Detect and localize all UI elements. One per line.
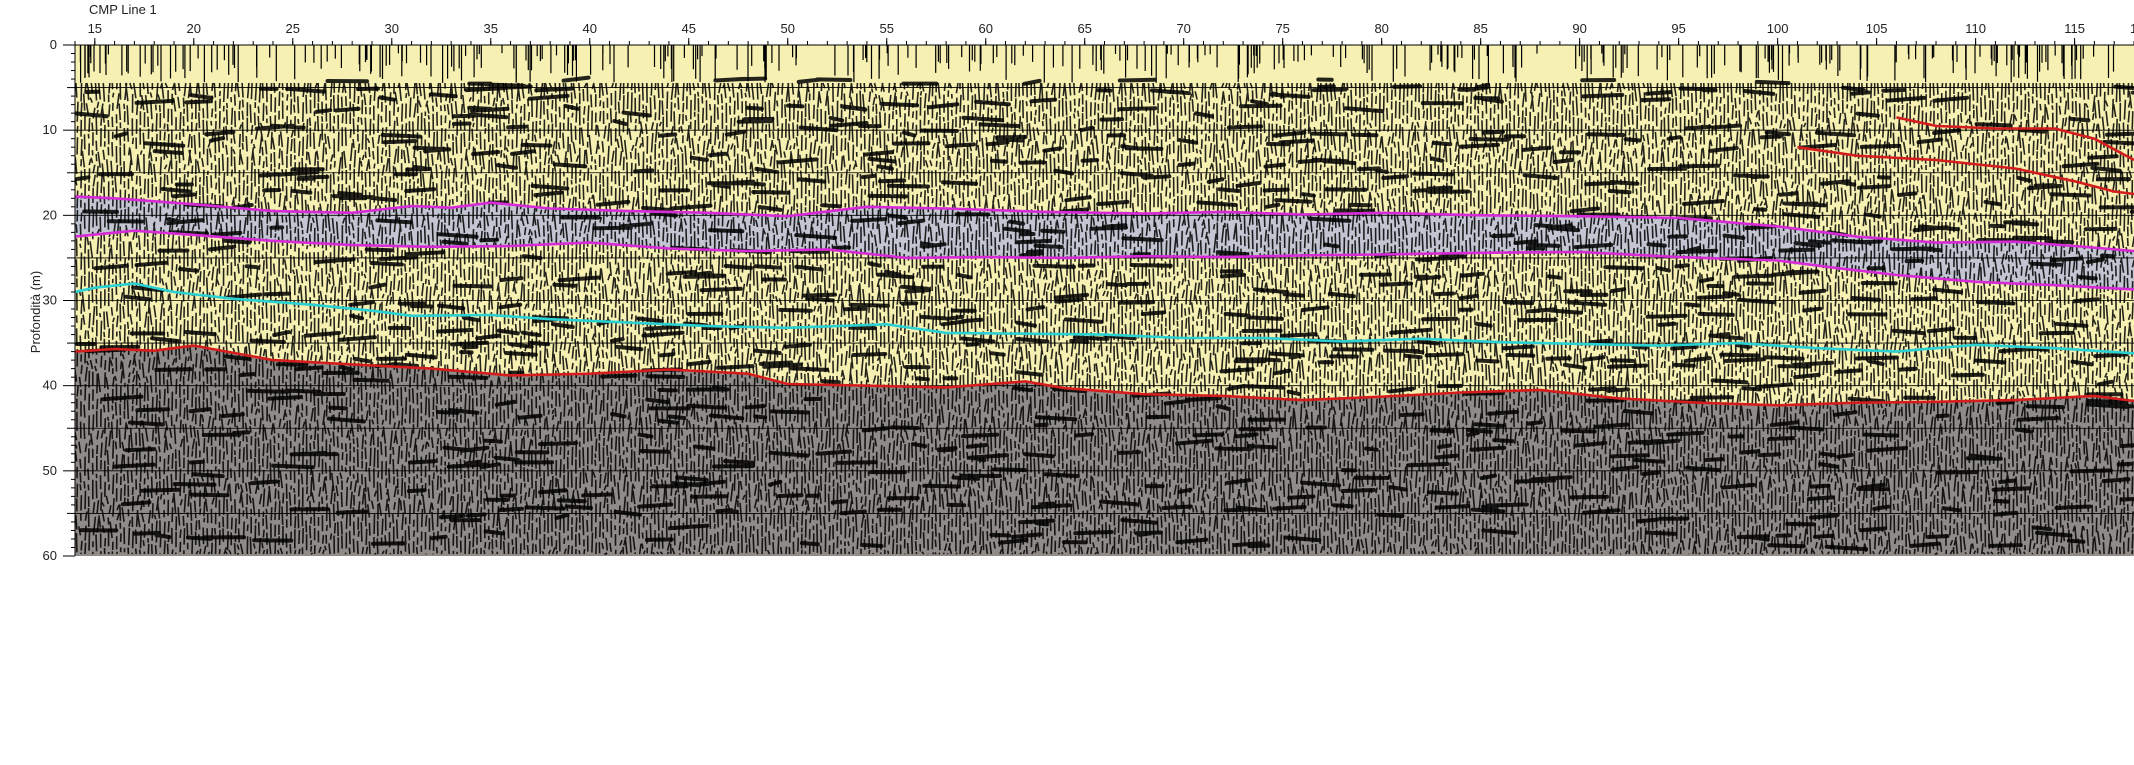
x-tick-label: 85 — [1473, 21, 1487, 36]
x-tick-label: 110 — [1965, 21, 1986, 36]
chart-title: CMP Line 1 — [89, 2, 157, 17]
seismic-traces — [75, 45, 2134, 555]
x-tick-label: 95 — [1671, 21, 1685, 36]
x-tick-label: 55 — [879, 21, 893, 36]
y-tick-label: 60 — [43, 548, 57, 563]
horizon-magenta-1 — [75, 195, 2134, 253]
x-tick-label: 30 — [385, 21, 399, 36]
depth-gridlines — [75, 87, 2134, 514]
y-tick-label: 30 — [43, 293, 57, 308]
x-tick-label: 40 — [583, 21, 597, 36]
x-tick-label: 90 — [1572, 21, 1586, 36]
x-tick-label: 80 — [1374, 21, 1388, 36]
x-tick-label: 50 — [780, 21, 794, 36]
x-tick-label: 105 — [1866, 21, 1888, 36]
horizon-red-deep — [75, 344, 2134, 407]
x-tick-label: 15 — [88, 21, 102, 36]
horizon-red-shallow-1 — [1896, 116, 2134, 162]
x-tick-label: 60 — [978, 21, 992, 36]
x-tick-label: 70 — [1176, 21, 1190, 36]
y-tick-label: 10 — [43, 122, 57, 137]
x-tick-label: 35 — [484, 21, 498, 36]
x-tick-label: 65 — [1077, 21, 1091, 36]
x-tick-label: 45 — [682, 21, 696, 36]
x-tick-label: 1 — [2130, 21, 2134, 36]
x-tick-label: 115 — [2064, 21, 2085, 36]
seismic-reflection-events — [75, 75, 2134, 552]
horizon-cyan — [75, 282, 2134, 355]
x-tick-label: 25 — [286, 21, 300, 36]
x-tick-label: 100 — [1767, 21, 1789, 36]
x-tick-label: 20 — [187, 21, 201, 36]
y-axis-title: Profondità (m) — [28, 271, 43, 353]
horizon-magenta-2 — [75, 229, 2134, 291]
axes: 15 20 25 30 35 40 45 50 55 60 65 70 75 80 85 90 95 100 105… — [43, 21, 2134, 563]
y-tick-label: 50 — [43, 463, 57, 478]
horizon-lines — [75, 116, 2134, 407]
y-tick-label: 0 — [50, 37, 57, 52]
near-surface-traces — [79, 45, 2115, 83]
x-tick-label: 75 — [1275, 21, 1289, 36]
y-tick-label: 20 — [43, 207, 57, 222]
y-tick-label: 40 — [43, 378, 57, 393]
horizon-red-shallow-2 — [1797, 145, 2134, 196]
